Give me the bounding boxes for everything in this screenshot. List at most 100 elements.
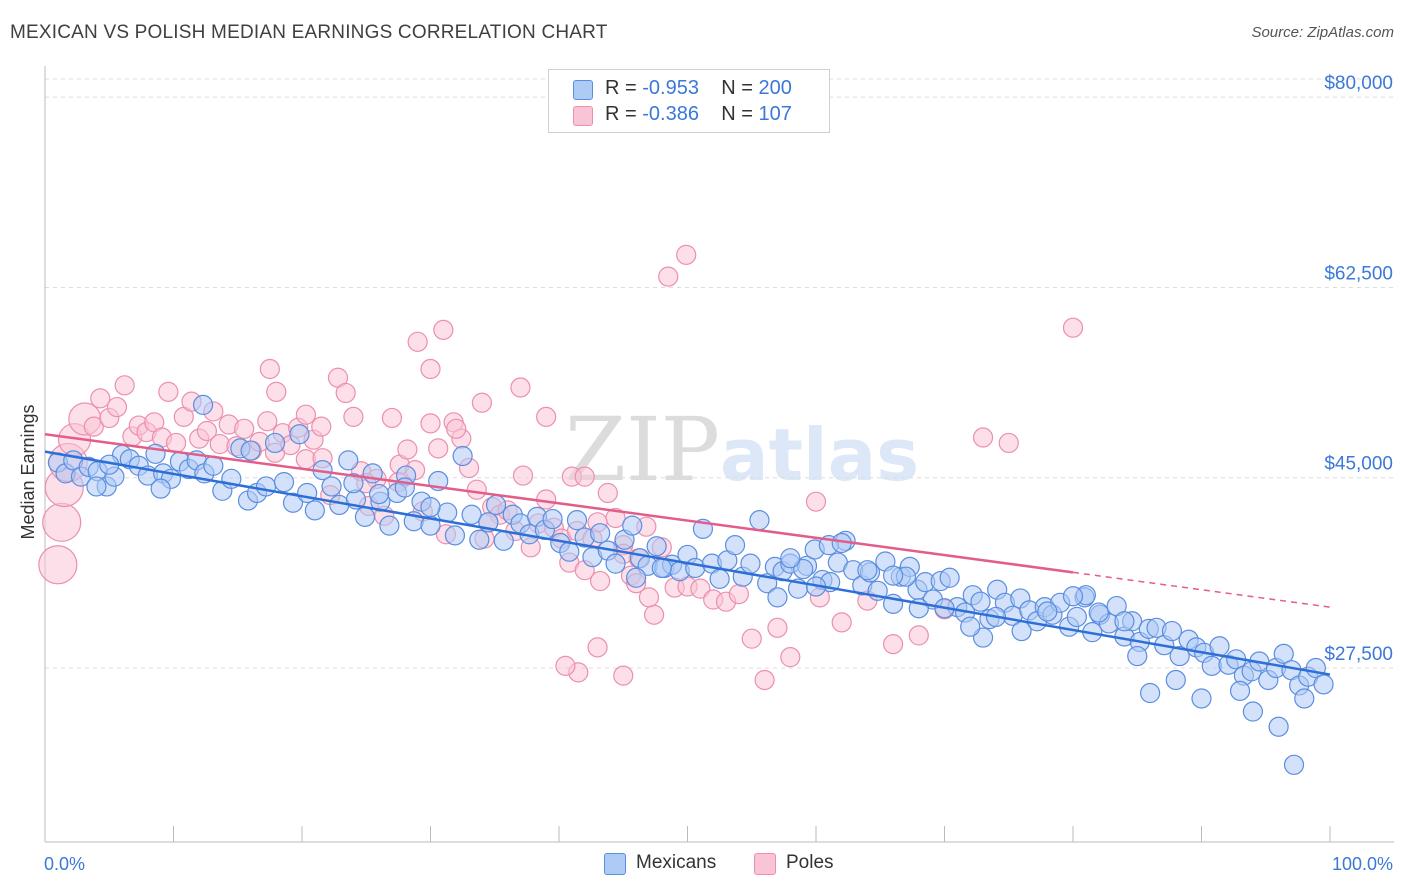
bottom-legend-label-mexicans: Mexicans	[636, 852, 717, 873]
point-poles	[407, 331, 428, 352]
point-mexicans	[1169, 645, 1190, 667]
point-poles	[114, 375, 135, 396]
point-poles	[1062, 317, 1084, 338]
point-mexicans	[740, 553, 761, 574]
point-poles	[165, 432, 187, 454]
point-poles	[420, 413, 441, 434]
point-poles	[831, 612, 852, 633]
point-mexicans	[1088, 602, 1109, 623]
point-mexicans	[1209, 636, 1230, 657]
legend-r-label: R =	[605, 77, 643, 99]
point-poles	[428, 438, 449, 459]
point-mexicans	[1161, 620, 1183, 642]
point-mexicans	[1268, 716, 1289, 737]
bottom-legend-swatch-poles	[754, 853, 776, 875]
x-tick-label-max: 100.0%	[1332, 854, 1393, 874]
point-poles	[295, 404, 316, 425]
point-mexicans	[1201, 655, 1222, 676]
y-tick-label: $45,000	[1324, 454, 1393, 475]
point-poles	[587, 637, 608, 658]
point-poles	[676, 244, 697, 265]
point-mexicans	[1313, 674, 1334, 695]
point-mexicans	[622, 515, 643, 536]
correlation-legend: R = -0.953 N = 200 R = -0.386 N = 107	[548, 69, 830, 133]
point-mexicans	[1273, 643, 1294, 664]
point-mexicans	[1283, 754, 1305, 775]
point-poles	[638, 587, 660, 608]
point-poles	[38, 545, 78, 585]
point-mexicans	[960, 616, 981, 637]
point-mexicans	[1011, 620, 1032, 642]
point-mexicans	[646, 536, 667, 557]
point-mexicans	[1165, 669, 1186, 691]
point-mexicans	[444, 525, 466, 546]
point-poles	[754, 669, 775, 691]
point-mexicans	[86, 476, 107, 497]
point-poles	[908, 625, 929, 646]
legend-n-label: N =	[721, 77, 759, 99]
point-mexicans	[255, 476, 277, 497]
point-poles	[106, 396, 128, 418]
point-mexicans	[1127, 645, 1148, 667]
point-mexicans	[264, 432, 286, 454]
point-mexicans	[605, 553, 626, 574]
point-mexicans	[1242, 701, 1264, 722]
point-poles	[83, 416, 104, 437]
point-poles	[466, 479, 487, 500]
point-mexicans	[150, 478, 171, 499]
point-mexicans	[304, 500, 325, 521]
point-mexicans	[273, 471, 295, 493]
point-poles	[381, 407, 403, 429]
legend-r-value-poles: -0.386	[642, 103, 699, 125]
y-tick-label: $27,500	[1324, 644, 1393, 665]
point-poles	[90, 388, 111, 409]
point-mexicans	[354, 506, 376, 527]
trendline-poles	[44, 433, 1074, 574]
point-poles	[311, 416, 332, 437]
point-mexicans	[192, 394, 214, 415]
point-poles	[471, 392, 492, 413]
source-label: Source: ZipAtlas.com	[1251, 24, 1394, 41]
legend-n-value-mexicans: 200	[758, 77, 792, 99]
x-tick-label-min: 0.0%	[44, 854, 85, 874]
point-mexicans	[1114, 611, 1135, 632]
point-mexicans	[542, 508, 563, 530]
point-poles	[536, 406, 557, 427]
point-poles	[882, 634, 904, 655]
point-poles	[343, 406, 364, 427]
point-mexicans	[282, 492, 304, 513]
point-poles	[658, 266, 679, 287]
point-mexicans	[1139, 682, 1161, 704]
point-poles	[433, 319, 454, 340]
point-mexicans	[559, 541, 580, 562]
point-poles	[512, 465, 534, 486]
point-mexicans	[685, 557, 706, 579]
point-poles	[643, 604, 665, 625]
point-mexicans	[972, 627, 994, 648]
point-poles	[209, 433, 230, 455]
point-mexicans	[1062, 586, 1084, 607]
point-mexicans	[749, 510, 770, 531]
point-poles	[972, 427, 994, 448]
point-mexicans	[1037, 601, 1058, 622]
point-mexicans	[338, 450, 359, 471]
bottom-legend-label-poles: Poles	[786, 852, 834, 873]
trendline-mexicans	[44, 450, 1331, 676]
watermark-atlas: atlas	[720, 413, 919, 497]
point-mexicans	[297, 482, 318, 504]
legend-row-poles: R = -0.386 N = 107	[573, 103, 792, 127]
point-mexicans	[493, 530, 514, 551]
point-poles	[266, 381, 287, 402]
point-poles	[295, 449, 316, 470]
point-mexicans	[343, 473, 364, 494]
point-mexicans	[1229, 680, 1251, 701]
point-mexicans	[970, 591, 991, 612]
point-poles	[420, 358, 441, 380]
legend-row-mexicans: R = -0.953 N = 200	[573, 77, 792, 101]
point-poles	[998, 432, 1019, 454]
point-mexicans	[939, 567, 960, 588]
point-mexicans	[724, 535, 746, 556]
point-poles	[510, 377, 531, 398]
point-mexicans	[289, 424, 310, 445]
